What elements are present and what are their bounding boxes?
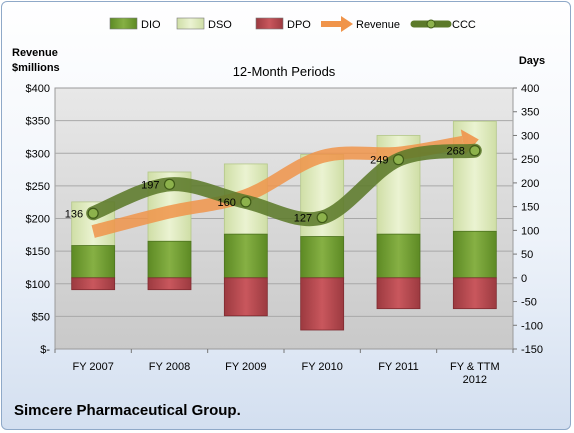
x-tick-label: FY & TTM 2012 <box>450 361 500 386</box>
legend-label: Revenue <box>356 19 400 31</box>
dio-bar <box>376 233 421 279</box>
chart: DIO DSO DPO Revenue CCC 12-Month Periods Rev… <box>12 16 545 419</box>
ccc-point <box>163 178 176 190</box>
left-axis-title: Revenue $millions <box>12 47 60 74</box>
legend-label: CCC <box>452 19 476 31</box>
dpo-bar <box>71 277 116 291</box>
left-tick-label: $150 <box>26 246 50 258</box>
legend-label: DSO <box>208 19 232 31</box>
legend-label: DIO <box>141 19 161 31</box>
dio-bar <box>71 245 116 279</box>
dpo-bar <box>300 277 345 331</box>
ccc-point <box>392 154 405 166</box>
right-tick-label: -150 <box>521 344 543 356</box>
x-tick-label: FY 2009 <box>225 361 266 373</box>
ccc-data-label: 127 <box>294 213 312 225</box>
left-tick-label: $100 <box>26 279 50 291</box>
left-axis: $- $50 $100 $150 $200 $250 $300 $350 $400 <box>26 83 51 356</box>
legend-swatch <box>109 17 138 30</box>
left-tick-label: $350 <box>26 116 50 128</box>
ccc-data-label: 268 <box>446 146 464 158</box>
right-tick-label: 150 <box>521 202 539 214</box>
legend: DIO DSO DPO Revenue CCC <box>109 16 476 32</box>
left-tick-label: $200 <box>26 214 50 226</box>
dio-bar <box>147 240 192 279</box>
dio-bar <box>452 230 497 279</box>
dpo-bar <box>223 277 268 317</box>
right-tick-label: 250 <box>521 154 539 166</box>
right-tick-label: -50 <box>521 297 537 309</box>
right-axis-title: Days <box>519 55 545 67</box>
left-tick-label: $50 <box>32 311 50 323</box>
ccc-series: 136 197 160 127 249 268 <box>65 143 482 227</box>
ccc-point <box>240 196 252 208</box>
dpo-bar <box>147 277 192 291</box>
right-tick-label: 50 <box>521 249 533 261</box>
x-tick-label: FY 2010 <box>301 361 342 373</box>
ccc-point <box>316 211 328 224</box>
ccc-data-label: 197 <box>141 179 159 191</box>
dpo-bar <box>452 277 497 310</box>
chart-subtitle: 12-Month Periods <box>233 64 336 79</box>
left-axis-title-line: $millions <box>12 62 60 74</box>
right-tick-label: 400 <box>521 83 539 95</box>
x-tick-label: FY 2007 <box>72 361 113 373</box>
left-axis-title-line: Revenue <box>12 47 58 59</box>
x-tick-label: FY 2011 <box>378 361 419 373</box>
dio-bar <box>223 233 268 279</box>
legend-arrowhead <box>341 16 353 32</box>
left-tick-label: $400 <box>26 83 50 95</box>
right-tick-label: 300 <box>521 130 539 142</box>
ccc-data-label: 136 <box>65 208 83 220</box>
x-axis: FY 2007 FY 2008 FY 2009 FY 2010 FY 2011 FY & … <box>54 349 514 386</box>
ccc-data-label: 249 <box>370 155 388 167</box>
ccc-point <box>87 207 99 219</box>
left-tick-label: $300 <box>26 148 50 160</box>
left-tick-label: $- <box>40 344 50 356</box>
legend-marker <box>426 19 436 29</box>
ccc-point <box>469 145 481 157</box>
left-tick-label: $250 <box>26 181 50 193</box>
right-axis: -150 -100 -50 0 50 100 150 200 250 300 350 400 <box>513 83 543 356</box>
right-tick-label: 350 <box>521 107 539 119</box>
legend-label: DPO <box>287 19 311 31</box>
company-name: Simcere Pharmaceutical Group. <box>14 402 241 419</box>
x-tick-label: FY 2008 <box>149 361 190 373</box>
legend-swatch <box>255 17 284 30</box>
right-tick-label: -100 <box>521 320 543 332</box>
dio-bar <box>300 236 345 279</box>
legend-swatch <box>176 17 205 30</box>
dpo-bar <box>376 277 421 310</box>
right-tick-label: 100 <box>521 225 539 237</box>
right-tick-label: 200 <box>521 178 539 190</box>
right-tick-label: 0 <box>521 273 527 285</box>
ccc-data-label: 160 <box>217 197 235 209</box>
